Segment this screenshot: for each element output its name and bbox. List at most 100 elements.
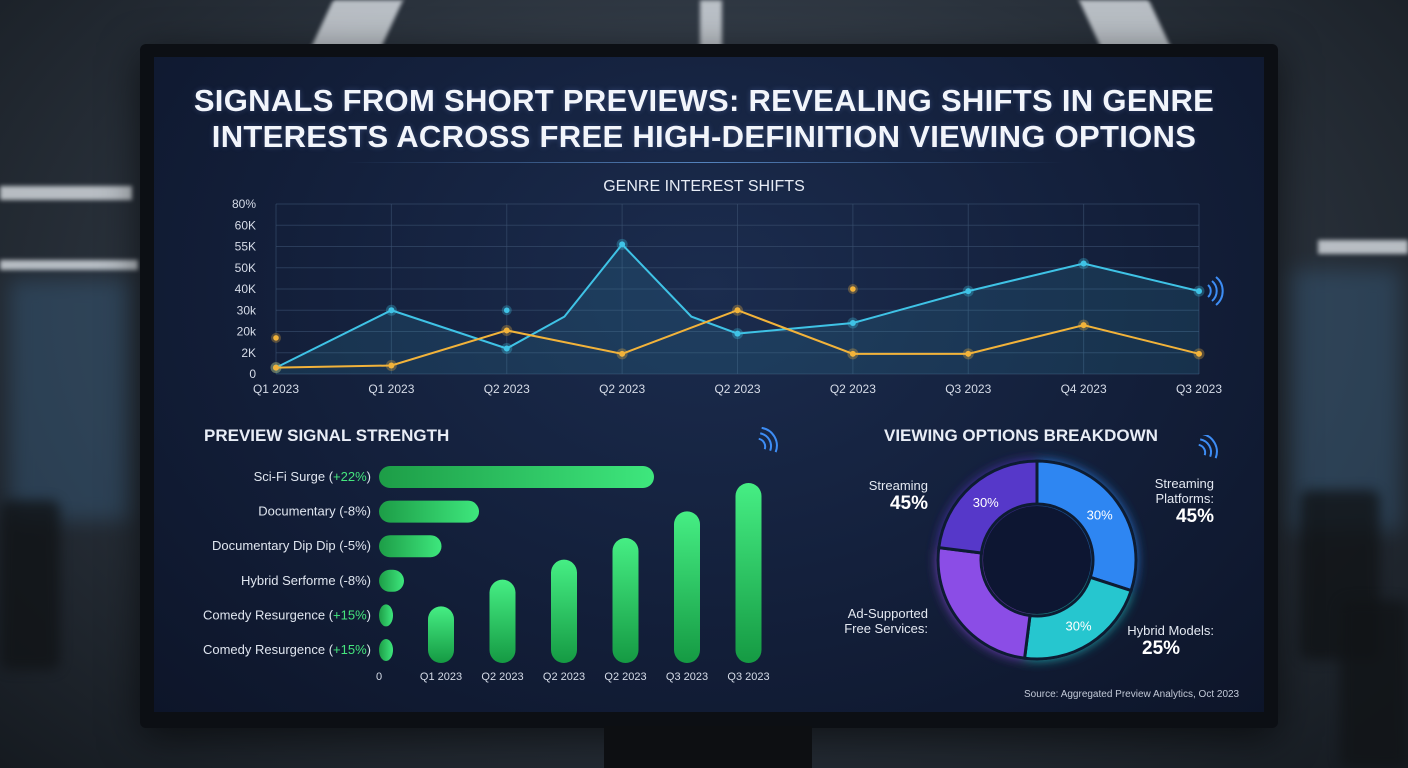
horizontal-bars bbox=[379, 466, 654, 661]
marker-point bbox=[273, 335, 279, 341]
bar-category-label: Documentary (-8%) bbox=[258, 504, 371, 519]
donut-slice-labels: 30% 30% 30% bbox=[973, 495, 1113, 634]
marker-point bbox=[850, 286, 856, 292]
x-tick-label: Q4 2023 bbox=[1061, 382, 1107, 396]
horizontal-bar bbox=[379, 569, 404, 592]
legend-name: Streaming Platforms: bbox=[1154, 476, 1214, 506]
ceiling-light bbox=[0, 260, 138, 270]
vertical-bar bbox=[489, 579, 516, 663]
y-tick-label: 55K bbox=[235, 240, 256, 254]
title-line-1: SIGNALS FROM SHORT PREVIEWS: REVEALING S… bbox=[193, 83, 1215, 118]
vertical-bars bbox=[428, 483, 762, 663]
vertical-bar bbox=[551, 559, 577, 663]
monitor-stand bbox=[604, 726, 812, 768]
y-tick-label: 2K bbox=[241, 346, 256, 360]
bar-x-tick-label: Q1 2023 bbox=[420, 671, 462, 683]
signal-icon bbox=[1207, 276, 1224, 306]
series-point bbox=[273, 364, 279, 371]
horizontal-bar bbox=[379, 466, 654, 488]
series-point bbox=[734, 307, 741, 314]
series-point bbox=[388, 362, 395, 369]
bar-category-labels: Sci-Fi Surge (+22%) Documentary (-8%) Docu… bbox=[203, 469, 371, 657]
donut-slices bbox=[936, 459, 1138, 661]
line-chart-title: GENRE INTEREST SHIFTS bbox=[603, 178, 805, 195]
horizontal-bar bbox=[379, 604, 393, 627]
legend-pct: 45% bbox=[889, 493, 928, 514]
window-panel bbox=[10, 280, 130, 520]
marker-point bbox=[503, 307, 510, 314]
series-point bbox=[965, 350, 972, 357]
series-point bbox=[849, 350, 856, 357]
y-tick-label: 0 bbox=[249, 367, 256, 381]
bar-chart-title: PREVIEW SIGNAL STRENGTH bbox=[204, 426, 450, 445]
series-line bbox=[275, 242, 1200, 369]
ceiling-light bbox=[0, 186, 132, 200]
y-tick-label: 40K bbox=[235, 282, 256, 296]
x-tick-label: Q1 2023 bbox=[253, 382, 299, 396]
legend-name: Streaming bbox=[868, 478, 928, 493]
y-tick-label: 60K bbox=[235, 218, 256, 232]
series-point bbox=[965, 288, 972, 295]
office-chair bbox=[0, 500, 60, 670]
donut-slice-label: 30% bbox=[1066, 618, 1092, 633]
bar-x-tick-label: Q2 2023 bbox=[604, 671, 646, 683]
series-point bbox=[1080, 322, 1087, 329]
vertical-bar bbox=[612, 538, 639, 663]
x-tick-label: Q2 2023 bbox=[599, 382, 645, 396]
vertical-bar bbox=[735, 483, 762, 663]
window-panel bbox=[1290, 270, 1400, 530]
donut-label-ad-supported: Ad-Supported Free Services: bbox=[828, 606, 928, 636]
bar-category-label: Comedy Resurgence (+15%) bbox=[203, 642, 371, 657]
title-divider bbox=[344, 162, 1064, 163]
donut-label-streaming-platforms: Streaming Platforms: 45% bbox=[1114, 476, 1214, 528]
bar-x-tick-label: Q3 2023 bbox=[666, 671, 708, 683]
x-tick-label: Q2 2023 bbox=[484, 382, 530, 396]
signal-icon bbox=[758, 427, 778, 453]
series-area bbox=[276, 244, 1199, 374]
donut-label-hybrid: Hybrid Models: 25% bbox=[1114, 623, 1214, 660]
dashboard-title: SIGNALS FROM SHORT PREVIEWS: REVEALING S… bbox=[154, 83, 1254, 155]
bar-category-label: Comedy Resurgence (+15%) bbox=[203, 607, 371, 622]
legend-pct: 45% bbox=[1175, 506, 1214, 527]
donut-slice-label: 30% bbox=[1087, 507, 1113, 522]
series-point bbox=[619, 350, 626, 357]
horizontal-bar bbox=[379, 639, 393, 661]
office-chair bbox=[1340, 600, 1408, 768]
legend-pct: 25% bbox=[1142, 638, 1181, 659]
line-chart-series bbox=[270, 238, 1205, 374]
bar-x-origin-label: 0 bbox=[376, 671, 382, 683]
x-tick-label: Q2 2023 bbox=[714, 382, 760, 396]
bar-x-tick-label: Q2 2023 bbox=[481, 671, 523, 683]
ceiling-light bbox=[700, 0, 722, 48]
series-point bbox=[1196, 288, 1202, 295]
series-point bbox=[503, 327, 510, 334]
series-point bbox=[503, 345, 510, 352]
series-point bbox=[619, 241, 626, 248]
y-tick-label: 20k bbox=[237, 325, 257, 339]
bar-x-ticks: Q1 2023 Q2 2023 Q2 2023 Q2 2023 Q3 2023 Q3 20… bbox=[376, 671, 770, 683]
x-tick-label: Q1 2023 bbox=[368, 382, 414, 396]
x-tick-label: Q2 2023 bbox=[830, 382, 876, 396]
series-point bbox=[1196, 350, 1202, 357]
donut-label-streaming: Streaming 45% bbox=[866, 478, 928, 515]
dashboard-screen: SIGNALS FROM SHORT PREVIEWS: REVEALING S… bbox=[154, 57, 1264, 712]
ceiling-light bbox=[310, 0, 404, 48]
title-line-2: INTERESTS ACROSS FREE HIGH-DEFINITION VI… bbox=[211, 119, 1197, 154]
x-tick-label: Q3 2023 bbox=[1176, 382, 1222, 396]
y-tick-label: 80% bbox=[232, 197, 256, 211]
bar-category-label: Documentary Dip Dip (-5%) bbox=[212, 538, 371, 553]
vertical-bar bbox=[674, 511, 700, 663]
series-point bbox=[388, 307, 395, 314]
donut-slice bbox=[1035, 459, 1138, 593]
y-tick-label: 50K bbox=[235, 261, 256, 275]
source-note: Source: Aggregated Preview Analytics, Oc… bbox=[1024, 689, 1240, 700]
legend-name: Hybrid Models: bbox=[1127, 623, 1214, 638]
y-tick-label: 30k bbox=[237, 303, 257, 317]
line-chart-x-ticks: Q1 2023 Q1 2023 Q2 2023 Q2 2023 Q2 2023 Q2 20… bbox=[253, 382, 1222, 396]
donut-slice bbox=[937, 459, 1039, 555]
bar-x-tick-label: Q3 2023 bbox=[727, 671, 769, 683]
genre-interest-line-chart: GENRE INTEREST SHIFTS 0 2K 20k 30k 40K 50K 55K… bbox=[232, 178, 1224, 396]
bar-category-label: Hybrid Serforme (-8%) bbox=[241, 573, 371, 588]
bar-x-tick-label: Q2 2023 bbox=[543, 671, 585, 683]
viewing-options-donut: 30% 30% 30% bbox=[936, 459, 1138, 661]
